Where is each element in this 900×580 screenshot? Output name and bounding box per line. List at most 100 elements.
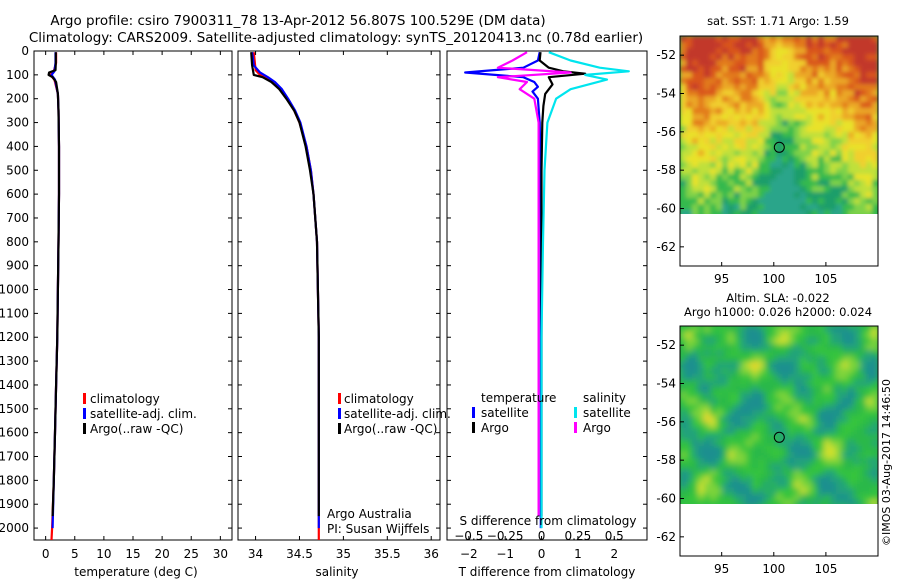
legend-swatch-t-argo xyxy=(472,422,475,433)
x-tick-label: 15 xyxy=(125,547,140,561)
legend-swatch-argo xyxy=(338,423,341,434)
series-line-climatology xyxy=(252,52,320,540)
temperature-axis: 0 5 10 15 20 25 30 xyxy=(34,50,232,561)
legend-label-climatology: climatology xyxy=(90,392,160,406)
depth-tick-label: 600 xyxy=(6,187,29,201)
depth-tick-label: 1500 xyxy=(0,402,29,416)
depth-tick-label: 900 xyxy=(6,259,29,273)
map-y-tick-label: -60 xyxy=(656,492,676,506)
temperature-legend: climatology satellite-adj. clim. Argo(..… xyxy=(83,392,197,436)
salinity-axis: 34 34.5 35 35.5 36 xyxy=(238,50,440,561)
legend-swatch-t-satellite xyxy=(472,407,475,418)
series-line-salinity-satellite xyxy=(540,51,630,529)
x-tick-label: −2 xyxy=(460,547,478,561)
map-y-tick-label: -58 xyxy=(656,163,676,177)
x-tick-label: 0 xyxy=(538,547,546,561)
salinity-series xyxy=(250,52,320,540)
difference-legend: temperature salinity satellite Argo sate… xyxy=(472,391,631,435)
legend-swatch-climatology xyxy=(338,393,341,404)
depth-tick-label: 500 xyxy=(6,163,29,177)
depth-tick-label: 300 xyxy=(6,116,29,130)
series-line-temperature-argo xyxy=(538,52,587,517)
depth-tick-label: 1700 xyxy=(0,450,29,464)
s-tick-label: 0.25 xyxy=(565,529,592,543)
s-tick-label: 0 xyxy=(538,529,546,543)
map-y-tick-label: -62 xyxy=(656,240,676,254)
salinity-legend: climatology satellite-adj. clim. Argo(..… xyxy=(338,392,451,436)
x-tick-label: 34.5 xyxy=(286,547,313,561)
map-x-tick-label: 100 xyxy=(762,272,785,286)
difference-axis: −2 −1 0 1 2 −0.5 −0.25 0 0.25 0.5 xyxy=(447,50,647,561)
depth-tick-label: 400 xyxy=(6,139,29,153)
series-line-argo-raw-qc- xyxy=(250,52,320,517)
x-tick-label: 5 xyxy=(71,547,79,561)
depth-axis: 0 100 200 300 400 500 600 700 800 900 1000 1100 1200… xyxy=(0,44,29,535)
legend-title-salinity: salinity xyxy=(583,391,626,405)
depth-tick-label: 200 xyxy=(6,92,29,106)
sst-map-image xyxy=(680,36,878,214)
s-tick-label: −0.5 xyxy=(454,529,483,543)
x-tick-label: 34 xyxy=(248,547,263,561)
t-difference-xlabel: T difference from climatology xyxy=(458,565,636,579)
depth-tick-label: 1400 xyxy=(0,378,29,392)
depth-tick-label: 1200 xyxy=(0,330,29,344)
map-y-tick-label: -56 xyxy=(656,415,676,429)
x-tick-label: 20 xyxy=(154,547,169,561)
map-x-tick-label: 100 xyxy=(762,562,785,576)
legend-swatch-s-satellite xyxy=(574,407,577,418)
x-tick-label: 35 xyxy=(336,547,351,561)
legend-title-temperature: temperature xyxy=(481,391,556,405)
depth-tick-label: 1300 xyxy=(0,354,29,368)
sst-map-axes: 95 100 105 -52 -54 -56 -58 -60 -62 xyxy=(656,48,837,286)
sst-map-float-marker xyxy=(773,141,785,153)
x-tick-label: 30 xyxy=(213,547,228,561)
depth-tick-label: 1000 xyxy=(0,283,29,297)
legend-swatch-argo xyxy=(83,423,86,434)
x-tick-label: 1 xyxy=(574,547,582,561)
map-y-tick-label: -56 xyxy=(656,125,676,139)
map-x-tick-label: 105 xyxy=(814,272,837,286)
temperature-series xyxy=(47,52,61,541)
legend-label-t-satellite: satellite xyxy=(481,406,529,420)
title-line-1: Argo profile: csiro 7900311_78 13-Apr-20… xyxy=(50,13,545,29)
s-difference-xlabel: S difference from climatology xyxy=(460,514,637,528)
temperature-panel xyxy=(33,50,233,541)
legend-label-argo: Argo(..raw -QC) xyxy=(90,422,183,436)
sla-map-frame xyxy=(679,325,879,557)
x-tick-label: 10 xyxy=(96,547,111,561)
imos-credit: ©IMOS 03-Aug-2017 14:46:50 xyxy=(880,379,893,546)
depth-tick-label: 800 xyxy=(6,235,29,249)
x-tick-label: −1 xyxy=(496,547,514,561)
depth-tick-label: 0 xyxy=(21,44,29,58)
sla-map-title-1: Altim. SLA: -0.022 xyxy=(726,291,830,305)
title-line-2: Climatology: CARS2009. Satellite-adjuste… xyxy=(29,30,643,46)
legend-label-satellite: satellite-adj. clim. xyxy=(344,407,451,421)
map-y-tick-label: -52 xyxy=(656,48,676,62)
legend-swatch-climatology xyxy=(83,393,86,404)
legend-label-s-argo: Argo xyxy=(583,421,611,435)
temperature-xlabel: temperature (deg C) xyxy=(74,565,197,579)
s-tick-label: −0.25 xyxy=(487,529,524,543)
credit-pi: PI: Susan Wijffels xyxy=(327,522,429,536)
depth-tick-label: 1800 xyxy=(0,473,29,487)
sla-map-title-2: Argo h1000: 0.026 h2000: 0.024 xyxy=(684,305,872,319)
salinity-xlabel: salinity xyxy=(315,565,358,579)
legend-swatch-s-argo xyxy=(574,422,577,433)
x-tick-label: 0 xyxy=(42,547,50,561)
credit-org: Argo Australia xyxy=(327,507,412,521)
legend-label-s-satellite: satellite xyxy=(583,406,631,420)
legend-label-t-argo: Argo xyxy=(481,421,509,435)
sst-map-title: sat. SST: 1.71 Argo: 1.59 xyxy=(707,14,849,28)
difference-series xyxy=(464,51,630,529)
legend-label-satellite: satellite-adj. clim. xyxy=(90,407,197,421)
series-line-salinity-argo xyxy=(496,51,572,517)
sst-map-frame xyxy=(679,35,879,267)
map-x-tick-label: 95 xyxy=(714,562,729,576)
sla-map-axes: 95 100 105 -52 -54 -56 -58 -60 -62 xyxy=(656,338,837,576)
x-tick-label: 2 xyxy=(610,547,618,561)
depth-tick-label: 2000 xyxy=(0,521,29,535)
legend-swatch-satellite xyxy=(83,408,86,419)
sla-map-float-marker xyxy=(773,431,785,443)
series-line-satellite-adj-clim- xyxy=(251,52,320,529)
map-x-tick-label: 105 xyxy=(814,562,837,576)
